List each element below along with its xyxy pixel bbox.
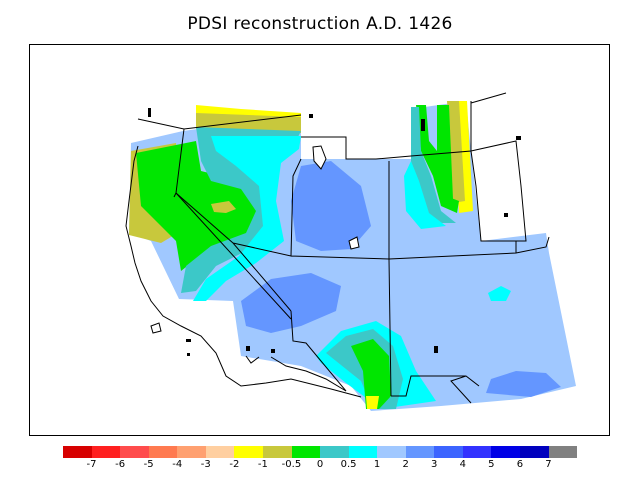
lake-small-1 <box>348 236 360 250</box>
field-blue-southwest <box>241 273 341 333</box>
legend-tick-label: 1 <box>373 459 381 470</box>
legend-color-bar <box>63 446 578 458</box>
pdsi-map <box>125 92 576 411</box>
map-frame <box>29 44 610 436</box>
legend-swatch <box>320 446 349 458</box>
field-cyan-east <box>404 161 446 229</box>
legend-tick-label: 6 <box>516 459 524 470</box>
legend-tick-label: 3 <box>431 459 438 470</box>
legend-swatch <box>262 446 292 458</box>
field-teal-west <box>181 127 301 293</box>
field-blue-southeast <box>486 371 561 397</box>
field-yellow-south <box>366 396 379 409</box>
field-green-east-2 <box>437 105 453 199</box>
legend-tick-label: -0.5 <box>281 459 302 470</box>
legend-tick-label: -6 <box>115 459 126 470</box>
state-borders <box>137 92 550 404</box>
border-ca-nv <box>175 192 292 320</box>
legend-swatch <box>462 446 492 458</box>
legend-swatch <box>377 446 406 458</box>
legend-swatch <box>177 446 206 458</box>
field-olive-patch <box>211 201 236 213</box>
legend-tick-label: -3 <box>200 459 211 470</box>
legend-swatch <box>405 446 435 458</box>
legend-tick-label: -1 <box>257 459 268 470</box>
legend-swatch <box>91 446 121 458</box>
coastline-west <box>125 145 362 398</box>
legend-tick-label: 0 <box>316 459 324 470</box>
legend-swatch <box>548 446 578 458</box>
lake-small-6 <box>434 346 438 353</box>
legend-tick-label: -7 <box>86 459 97 470</box>
legend-swatch <box>348 446 378 458</box>
legend-swatch <box>491 446 520 458</box>
legend-swatch <box>234 446 263 458</box>
legend-tick-label: -4 <box>172 459 183 470</box>
legend-tick-label: 7 <box>545 459 552 470</box>
legend-tick-label: -2 <box>229 459 240 470</box>
field-cyan-dot <box>488 286 511 301</box>
great-salt-lake <box>312 145 327 170</box>
legend-swatch <box>205 446 235 458</box>
coastline-gulf <box>245 355 347 392</box>
legend-swatch <box>434 446 463 458</box>
legend-tick-label: 5 <box>488 459 495 470</box>
field-blue-great-basin <box>291 161 371 251</box>
legend-swatch <box>291 446 321 458</box>
legend-swatch <box>120 446 149 458</box>
color-legend <box>63 446 578 458</box>
map-title: PDSI reconstruction A.D. 1426 <box>187 14 453 34</box>
legend-tick-label: 4 <box>459 459 466 470</box>
legend-swatch <box>63 446 92 458</box>
legend-labels: -7 -6 -5 -4 -3 -2 -1 -0.5 0 0.5 1 2 3 4 5 6 7 <box>63 459 577 473</box>
legend-swatch <box>520 446 549 458</box>
field-cyan-west <box>193 136 301 301</box>
legend-swatch <box>148 446 178 458</box>
lake-small-5 <box>504 213 508 217</box>
legend-tick-label: -5 <box>143 459 154 470</box>
legend-tick-label: 2 <box>402 459 409 470</box>
field-green-south <box>351 339 391 409</box>
legend-tick-label: 0.5 <box>340 459 357 470</box>
lake-small-2 <box>150 322 162 334</box>
lake-small-4 <box>421 119 425 131</box>
lake-small-3 <box>148 108 151 117</box>
